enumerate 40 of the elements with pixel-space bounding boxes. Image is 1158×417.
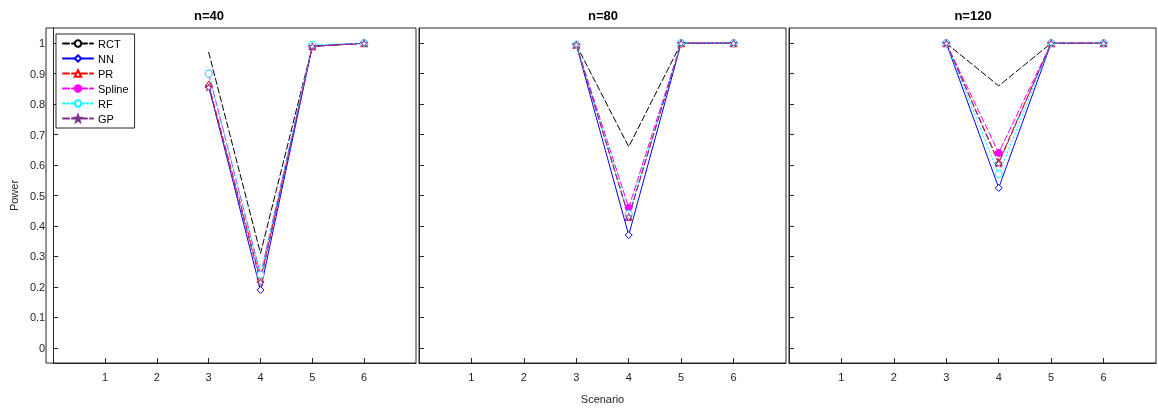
y-tick-label: 0.7 [29, 128, 46, 141]
chart-title: n=40 [194, 8, 224, 23]
x-tick-label: 4 [257, 370, 264, 383]
legend-label: RF [98, 97, 113, 110]
legend-label: GP [98, 112, 114, 125]
y-tick-label: 0.8 [29, 98, 46, 111]
y-tick-label: 0.4 [29, 219, 46, 232]
x-tick-label: 3 [573, 370, 580, 383]
x-tick-label: 2 [890, 370, 897, 383]
x-axis-title: Scenario [580, 392, 625, 405]
x-tick-label: 4 [625, 370, 632, 383]
y-tick-label: 1 [39, 37, 46, 50]
y-tick-label: 0.9 [29, 67, 46, 80]
legend-label: RCT [98, 37, 121, 50]
x-tick-label: 1 [101, 370, 109, 383]
chart-title: n=80 [588, 8, 618, 23]
x-tick-label: 5 [1048, 370, 1055, 383]
x-tick-label: 6 [1100, 370, 1107, 383]
legend-label: Spline [98, 82, 129, 95]
legend-label: PR [98, 67, 114, 80]
x-tick-label: 4 [995, 370, 1002, 383]
x-tick-label: 6 [730, 370, 737, 383]
y-tick-label: 0.2 [29, 280, 46, 293]
x-tick-label: 1 [838, 370, 845, 383]
x-tick-label: 2 [153, 370, 160, 383]
x-tick-label: 1 [468, 370, 475, 383]
x-tick-label: 5 [678, 370, 685, 383]
chart-title: n=120 [954, 8, 992, 23]
y-tick-label: 0.6 [29, 159, 46, 172]
y-tick-label: 0.5 [29, 189, 46, 202]
x-tick-label: 2 [520, 370, 527, 383]
y-tick-label: 0 [39, 341, 46, 354]
y-axis-title: Power [7, 179, 20, 212]
legend-label: NN [98, 52, 114, 65]
x-tick-label: 3 [205, 370, 212, 383]
x-tick-label: 5 [309, 370, 316, 383]
x-tick-label: 3 [943, 370, 950, 383]
x-tick-label: 6 [361, 370, 368, 383]
y-tick-label: 0.1 [29, 311, 46, 324]
y-tick-label: 0.3 [29, 250, 46, 263]
